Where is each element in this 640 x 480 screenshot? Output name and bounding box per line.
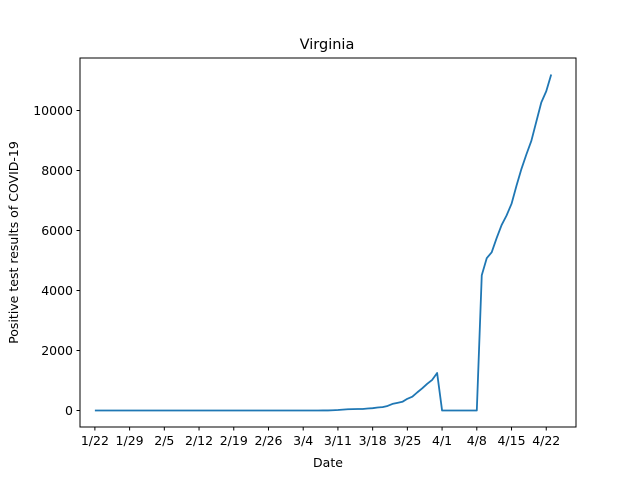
y-tick-label: 6000 (41, 223, 73, 238)
y-tick-label: 4000 (41, 283, 73, 298)
x-tick-label: 4/8 (467, 433, 487, 448)
x-tick-label: 4/15 (497, 433, 525, 448)
x-tick-label: 2/26 (254, 433, 282, 448)
x-tick-label: 3/4 (293, 433, 313, 448)
x-tick-label: 4/22 (532, 433, 560, 448)
x-axis-label: Date (313, 455, 343, 470)
x-tick-label: 4/1 (432, 433, 452, 448)
y-tick-label: 2000 (41, 343, 73, 358)
x-tick-label: 1/22 (81, 433, 109, 448)
x-tick-label: 2/12 (185, 433, 213, 448)
x-tick-label: 2/19 (220, 433, 248, 448)
y-axis-label: Positive test results of COVID-19 (6, 141, 21, 344)
x-tick-label: 2/5 (154, 433, 174, 448)
y-tick-label: 8000 (41, 163, 73, 178)
x-axis: 1/22 1/29 2/5 2/12 2/19 2/26 3/4 3/11 3/18 3/25 4/… (81, 427, 560, 448)
x-tick-label: 3/25 (393, 433, 421, 448)
series-line (94, 74, 553, 412)
plot-frame (79, 57, 577, 428)
plot-area: 0 2000 4000 6000 8000 10000 1/22 1/29 2/5 2/12 2/… (33, 57, 577, 448)
y-axis: 0 2000 4000 6000 8000 10000 (33, 103, 80, 418)
y-tick-label: 10000 (33, 103, 73, 118)
x-tick-label: 3/18 (359, 433, 387, 448)
chart-title: Virginia (300, 37, 355, 53)
x-tick-label: 3/11 (324, 433, 352, 448)
y-tick-label: 0 (65, 403, 73, 418)
x-tick-label: 1/29 (116, 433, 144, 448)
